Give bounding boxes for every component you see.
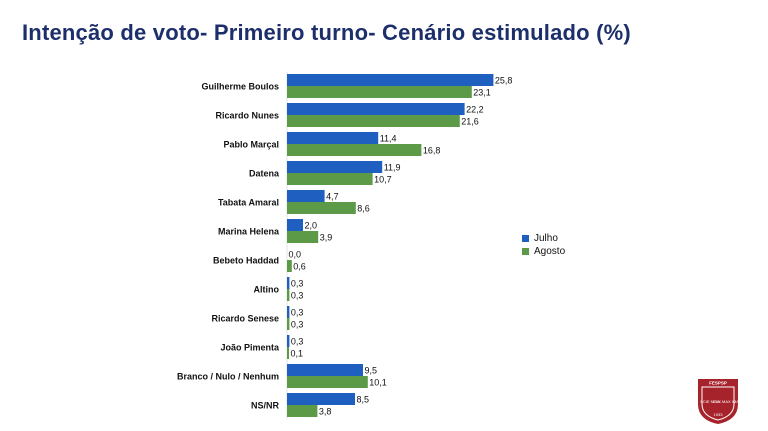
bar-julho-ns-nr (287, 393, 355, 405)
data-label-agosto-pablo-marcal: 16,8 (423, 146, 441, 156)
bar-agosto-ricardo-senese (287, 318, 290, 330)
data-label-agosto-ns-nr: 3,8 (319, 407, 332, 417)
data-label-julho-ns-nr: 8,5 (357, 395, 370, 405)
fespsp-logo: FESPSP SCIE NTIA LUX MAX IMA 1933 (698, 379, 739, 424)
logo-right-text: LUX MAX IMA (713, 399, 739, 404)
category-label-ricardo-nunes: Ricardo Nunes (215, 111, 279, 121)
bar-julho-ricardo-nunes (287, 103, 465, 115)
bar-agosto-joao-pimenta (287, 347, 289, 359)
bar-julho-marina-helena (287, 219, 303, 231)
data-label-agosto-tabata-amaral: 8,6 (357, 204, 370, 214)
category-label-ricardo-senese: Ricardo Senese (211, 314, 279, 324)
data-label-agosto-ricardo-senese: 0,3 (291, 320, 304, 330)
legend-swatch-julho (522, 235, 529, 242)
data-label-julho-bebeto-haddad: 0,0 (289, 250, 302, 260)
bar-agosto-datena (287, 173, 373, 185)
category-label-datena: Datena (249, 169, 280, 179)
category-label-joao-pimenta: João Pimenta (220, 343, 280, 353)
category-label-pablo-marcal: Pablo Marçal (223, 140, 279, 150)
data-label-julho-branco-nulo-nenhum: 9,5 (365, 366, 378, 376)
data-label-julho-tabata-amaral: 4,7 (326, 192, 339, 202)
bar-julho-tabata-amaral (287, 190, 325, 202)
data-label-agosto-bebeto-haddad: 0,6 (293, 262, 306, 272)
bar-agosto-altino (287, 289, 290, 301)
bar-julho-branco-nulo-nenhum (287, 364, 363, 376)
category-label-tabata-amaral: Tabata Amaral (218, 198, 279, 208)
bar-agosto-bebeto-haddad (287, 260, 292, 272)
category-label-altino: Altino (254, 285, 280, 295)
bar-julho-ricardo-senese (287, 306, 290, 318)
data-label-agosto-altino: 0,3 (291, 291, 304, 301)
bar-julho-joao-pimenta (287, 335, 290, 347)
bar-agosto-ricardo-nunes (287, 115, 460, 127)
chart-legend: Julho Agosto (522, 232, 565, 258)
page-title: Intenção de voto- Primeiro turno- Cenári… (22, 20, 631, 45)
category-label-ns-nr: NS/NR (251, 401, 280, 411)
legend-label-agosto: Agosto (534, 246, 566, 257)
data-label-agosto-datena: 10,7 (374, 175, 392, 185)
logo-year: 1933 (714, 412, 724, 417)
legend-label-julho: Julho (534, 233, 558, 244)
data-label-julho-datena: 11,9 (384, 163, 401, 173)
data-label-julho-altino: 0,3 (291, 279, 304, 289)
data-label-agosto-branco-nulo-nenhum: 10,1 (369, 378, 387, 388)
data-label-agosto-marina-helena: 3,9 (320, 233, 333, 243)
data-label-julho-marina-helena: 2,0 (305, 221, 318, 231)
data-label-agosto-ricardo-nunes: 21,6 (461, 117, 479, 127)
bar-agosto-tabata-amaral (287, 202, 356, 214)
legend-item-julho: Julho (522, 232, 565, 245)
bar-julho-guilherme-boulos (287, 74, 494, 86)
data-label-agosto-joao-pimenta: 0,1 (291, 349, 304, 359)
legend-item-agosto: Agosto (522, 245, 565, 258)
bar-agosto-pablo-marcal (287, 144, 422, 156)
logo-left-text: SCIE NTIA (700, 399, 720, 404)
bar-agosto-marina-helena (287, 231, 319, 243)
bar-agosto-branco-nulo-nenhum (287, 376, 368, 388)
data-label-julho-pablo-marcal: 11,4 (380, 134, 397, 144)
category-label-branco-nulo-nenhum: Branco / Nulo / Nenhum (177, 372, 279, 382)
category-label-guilherme-boulos: Guilherme Boulos (201, 82, 279, 92)
bar-agosto-ns-nr (287, 405, 318, 417)
bar-julho-pablo-marcal (287, 132, 379, 144)
category-label-marina-helena: Marina Helena (218, 227, 280, 237)
data-label-julho-ricardo-nunes: 22,2 (466, 105, 484, 115)
logo-top-text: FESPSP (709, 381, 727, 386)
bar-agosto-guilherme-boulos (287, 86, 472, 98)
category-label-bebeto-haddad: Bebeto Haddad (213, 256, 279, 266)
data-label-agosto-guilherme-boulos: 23,1 (473, 88, 491, 98)
legend-swatch-agosto (522, 248, 529, 255)
data-label-julho-ricardo-senese: 0,3 (291, 308, 304, 318)
bar-julho-altino (287, 277, 290, 289)
data-label-julho-guilherme-boulos: 25,8 (495, 76, 513, 86)
data-label-julho-joao-pimenta: 0,3 (291, 337, 304, 347)
bar-julho-datena (287, 161, 383, 173)
